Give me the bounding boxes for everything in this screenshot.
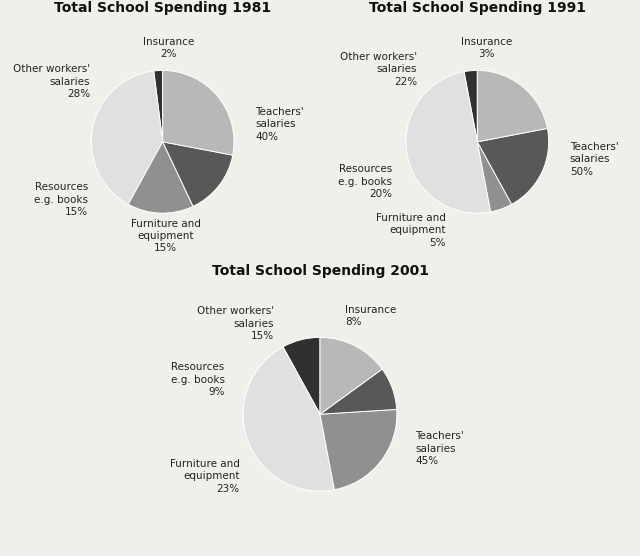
- Title: Total School Spending 1981: Total School Spending 1981: [54, 1, 271, 15]
- Wedge shape: [477, 128, 548, 204]
- Wedge shape: [406, 72, 491, 213]
- Wedge shape: [163, 71, 234, 155]
- Text: Furniture and
equipment
23%: Furniture and equipment 23%: [170, 459, 240, 494]
- Text: Resources
e.g. books
20%: Resources e.g. books 20%: [338, 165, 392, 199]
- Text: Teachers'
salaries
40%: Teachers' salaries 40%: [255, 107, 304, 142]
- Wedge shape: [128, 142, 193, 213]
- Wedge shape: [283, 337, 320, 414]
- Text: Other workers'
salaries
28%: Other workers' salaries 28%: [13, 64, 90, 99]
- Text: Teachers'
salaries
50%: Teachers' salaries 50%: [570, 142, 619, 177]
- Text: Furniture and
equipment
15%: Furniture and equipment 15%: [131, 219, 200, 254]
- Text: Furniture and
equipment
5%: Furniture and equipment 5%: [376, 213, 445, 248]
- Text: Insurance
8%: Insurance 8%: [345, 305, 397, 327]
- Text: Insurance
2%: Insurance 2%: [143, 37, 194, 59]
- Title: Total School Spending 1991: Total School Spending 1991: [369, 1, 586, 15]
- Wedge shape: [320, 337, 382, 414]
- Wedge shape: [477, 71, 547, 142]
- Wedge shape: [320, 409, 397, 490]
- Wedge shape: [92, 71, 163, 204]
- Text: Other workers'
salaries
15%: Other workers' salaries 15%: [197, 306, 274, 341]
- Text: Insurance
3%: Insurance 3%: [461, 37, 512, 59]
- Wedge shape: [320, 369, 397, 414]
- Wedge shape: [477, 142, 512, 212]
- Wedge shape: [243, 347, 335, 491]
- Text: Resources
e.g. books
9%: Resources e.g. books 9%: [170, 363, 225, 397]
- Text: Resources
e.g. books
15%: Resources e.g. books 15%: [34, 182, 88, 217]
- Text: Teachers'
salaries
45%: Teachers' salaries 45%: [415, 431, 464, 466]
- Wedge shape: [163, 142, 233, 206]
- Wedge shape: [154, 71, 163, 142]
- Text: Other workers'
salaries
22%: Other workers' salaries 22%: [340, 52, 417, 87]
- Wedge shape: [464, 71, 477, 142]
- Title: Total School Spending 2001: Total School Spending 2001: [211, 264, 429, 278]
